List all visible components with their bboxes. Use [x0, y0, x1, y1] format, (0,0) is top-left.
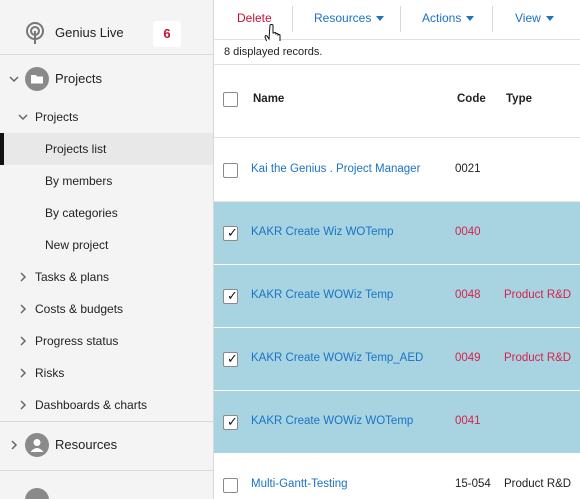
folder-icon	[25, 67, 49, 91]
sidebar-group-label: Costs & budgets	[35, 302, 124, 316]
projects-group-label: Projects	[35, 110, 79, 124]
broadcast-icon	[26, 22, 44, 44]
row-checkbox[interactable]	[223, 163, 238, 178]
column-header-code[interactable]: Code	[457, 93, 486, 105]
projects-section-label: Projects	[55, 71, 102, 86]
checkmark-icon: ✓	[227, 415, 238, 430]
row-checkbox[interactable]: ✓	[223, 415, 238, 430]
sidebar-item-label: By members	[45, 174, 113, 188]
row-checkbox[interactable]: ✓	[223, 226, 238, 241]
delete-button[interactable]: Delete	[237, 11, 272, 25]
row-checkbox[interactable]: ✓	[223, 289, 238, 304]
caret-down-icon	[376, 16, 385, 22]
sidebar-item-label: Projects list	[45, 142, 107, 156]
project-name-link[interactable]: KAKR Create WOWiz Temp_AED	[251, 352, 424, 364]
actions-menu-label: Actions	[422, 11, 462, 25]
sidebar-item-label: New project	[45, 238, 109, 252]
chevron-right-icon	[20, 272, 27, 282]
toolbar-divider	[292, 6, 293, 32]
checkmark-icon: ✓	[227, 352, 238, 367]
divider	[0, 421, 213, 422]
chevron-right-icon	[20, 368, 27, 378]
divider	[0, 470, 213, 471]
project-type: Product R&D	[504, 289, 572, 301]
project-type: Product R&D	[504, 352, 572, 364]
toolbar-divider	[492, 6, 493, 32]
sidebar-section-resources[interactable]: Resources	[0, 420, 213, 470]
sidebar-group-label: Tasks & plans	[35, 270, 110, 284]
project-code: 0040	[455, 226, 481, 238]
sidebar-section-projects[interactable]: Projects	[0, 54, 213, 104]
sidebar-item-projects-list[interactable]: Projects list	[0, 133, 213, 165]
checkmark-icon: ✓	[227, 226, 238, 241]
table-row[interactable]: Multi-Gantt-Testing 15-054 Product R&D	[214, 454, 580, 499]
project-code: 0049	[455, 352, 481, 364]
row-checkbox[interactable]: ✓	[223, 352, 238, 367]
sidebar-group-projects[interactable]: Projects	[0, 101, 213, 133]
project-name-link[interactable]: KAKR Create WOWiz WOTemp	[251, 415, 414, 427]
sidebar-group-progress-status[interactable]: Progress status	[0, 325, 213, 357]
notification-badge: 6	[153, 21, 181, 47]
project-code: 15-054	[455, 478, 491, 490]
resources-section-label: Resources	[55, 437, 118, 452]
section-icon	[25, 488, 49, 499]
table-row[interactable]: ✓ KAKR Create Wiz WOTemp 0040	[214, 202, 580, 265]
sidebar-item-by-members[interactable]: By members	[0, 165, 213, 197]
chevron-right-icon	[20, 336, 27, 346]
view-menu-button[interactable]: View	[515, 11, 554, 25]
sidebar-group-risks[interactable]: Risks	[0, 357, 213, 389]
genius-live-label: Genius Live	[55, 25, 124, 40]
project-name-link[interactable]: KAKR Create Wiz WOTemp	[251, 226, 394, 238]
divider	[0, 54, 213, 55]
sidebar-group-label: Progress status	[35, 334, 119, 348]
sidebar-item-genius-live[interactable]: Genius Live 6	[0, 12, 213, 56]
sidebar-group-costs-budgets[interactable]: Costs & budgets	[0, 293, 213, 325]
column-header-type[interactable]: Type	[506, 93, 532, 105]
table-row[interactable]: ✓ KAKR Create WOWiz Temp_AED 0049 Produc…	[214, 328, 580, 391]
records-count-bar: 8 displayed records.	[214, 41, 580, 65]
person-icon	[25, 433, 49, 457]
actions-menu-button[interactable]: Actions	[422, 11, 475, 25]
caret-down-icon	[466, 16, 475, 22]
view-menu-label: View	[515, 11, 541, 25]
project-name-link[interactable]: Kai the Genius . Project Manager	[251, 163, 421, 175]
sidebar-item-by-categories[interactable]: By categories	[0, 197, 213, 229]
toolbar-divider	[400, 6, 401, 32]
table-header: Name Code Type	[214, 66, 580, 138]
project-code: 0048	[455, 289, 481, 301]
resources-menu-label: Resources	[314, 11, 372, 25]
project-code: 0021	[455, 163, 481, 175]
row-checkbox[interactable]	[223, 478, 238, 493]
checkmark-icon: ✓	[227, 289, 238, 304]
resources-menu-button[interactable]: Resources	[314, 11, 385, 25]
project-type: Product R&D	[504, 478, 572, 490]
table-row[interactable]: ✓ KAKR Create WOWiz WOTemp 0041	[214, 391, 580, 454]
sidebar-group-tasks-plans[interactable]: Tasks & plans	[0, 261, 213, 293]
select-all-checkbox[interactable]	[223, 92, 238, 107]
chevron-right-icon	[20, 304, 27, 314]
caret-down-icon	[545, 16, 554, 22]
sidebar-group-dashboards-charts[interactable]: Dashboards & charts	[0, 389, 213, 421]
table-row[interactable]: ✓ KAKR Create WOWiz Temp 0048 Product R&…	[214, 265, 580, 328]
chevron-down-icon	[18, 114, 28, 121]
sidebar-group-label: Risks	[35, 366, 65, 380]
sidebar: Genius Live 6 Projects Projects Projects…	[0, 0, 214, 499]
sidebar-group-label: Dashboards & charts	[35, 398, 148, 412]
sidebar-item-label: By categories	[45, 206, 118, 220]
sidebar-item-new-project[interactable]: New project	[0, 229, 213, 261]
chevron-right-icon	[20, 400, 27, 410]
chevron-down-icon	[9, 76, 19, 83]
column-header-name[interactable]: Name	[253, 93, 285, 105]
records-count: 8 displayed records.	[224, 46, 323, 58]
project-name-link[interactable]: KAKR Create WOWiz Temp	[251, 289, 394, 301]
chevron-right-icon	[11, 440, 18, 450]
project-code: 0041	[455, 415, 481, 427]
project-name-link[interactable]: Multi-Gantt-Testing	[251, 478, 348, 490]
table-row[interactable]: Kai the Genius . Project Manager 0021	[214, 139, 580, 202]
